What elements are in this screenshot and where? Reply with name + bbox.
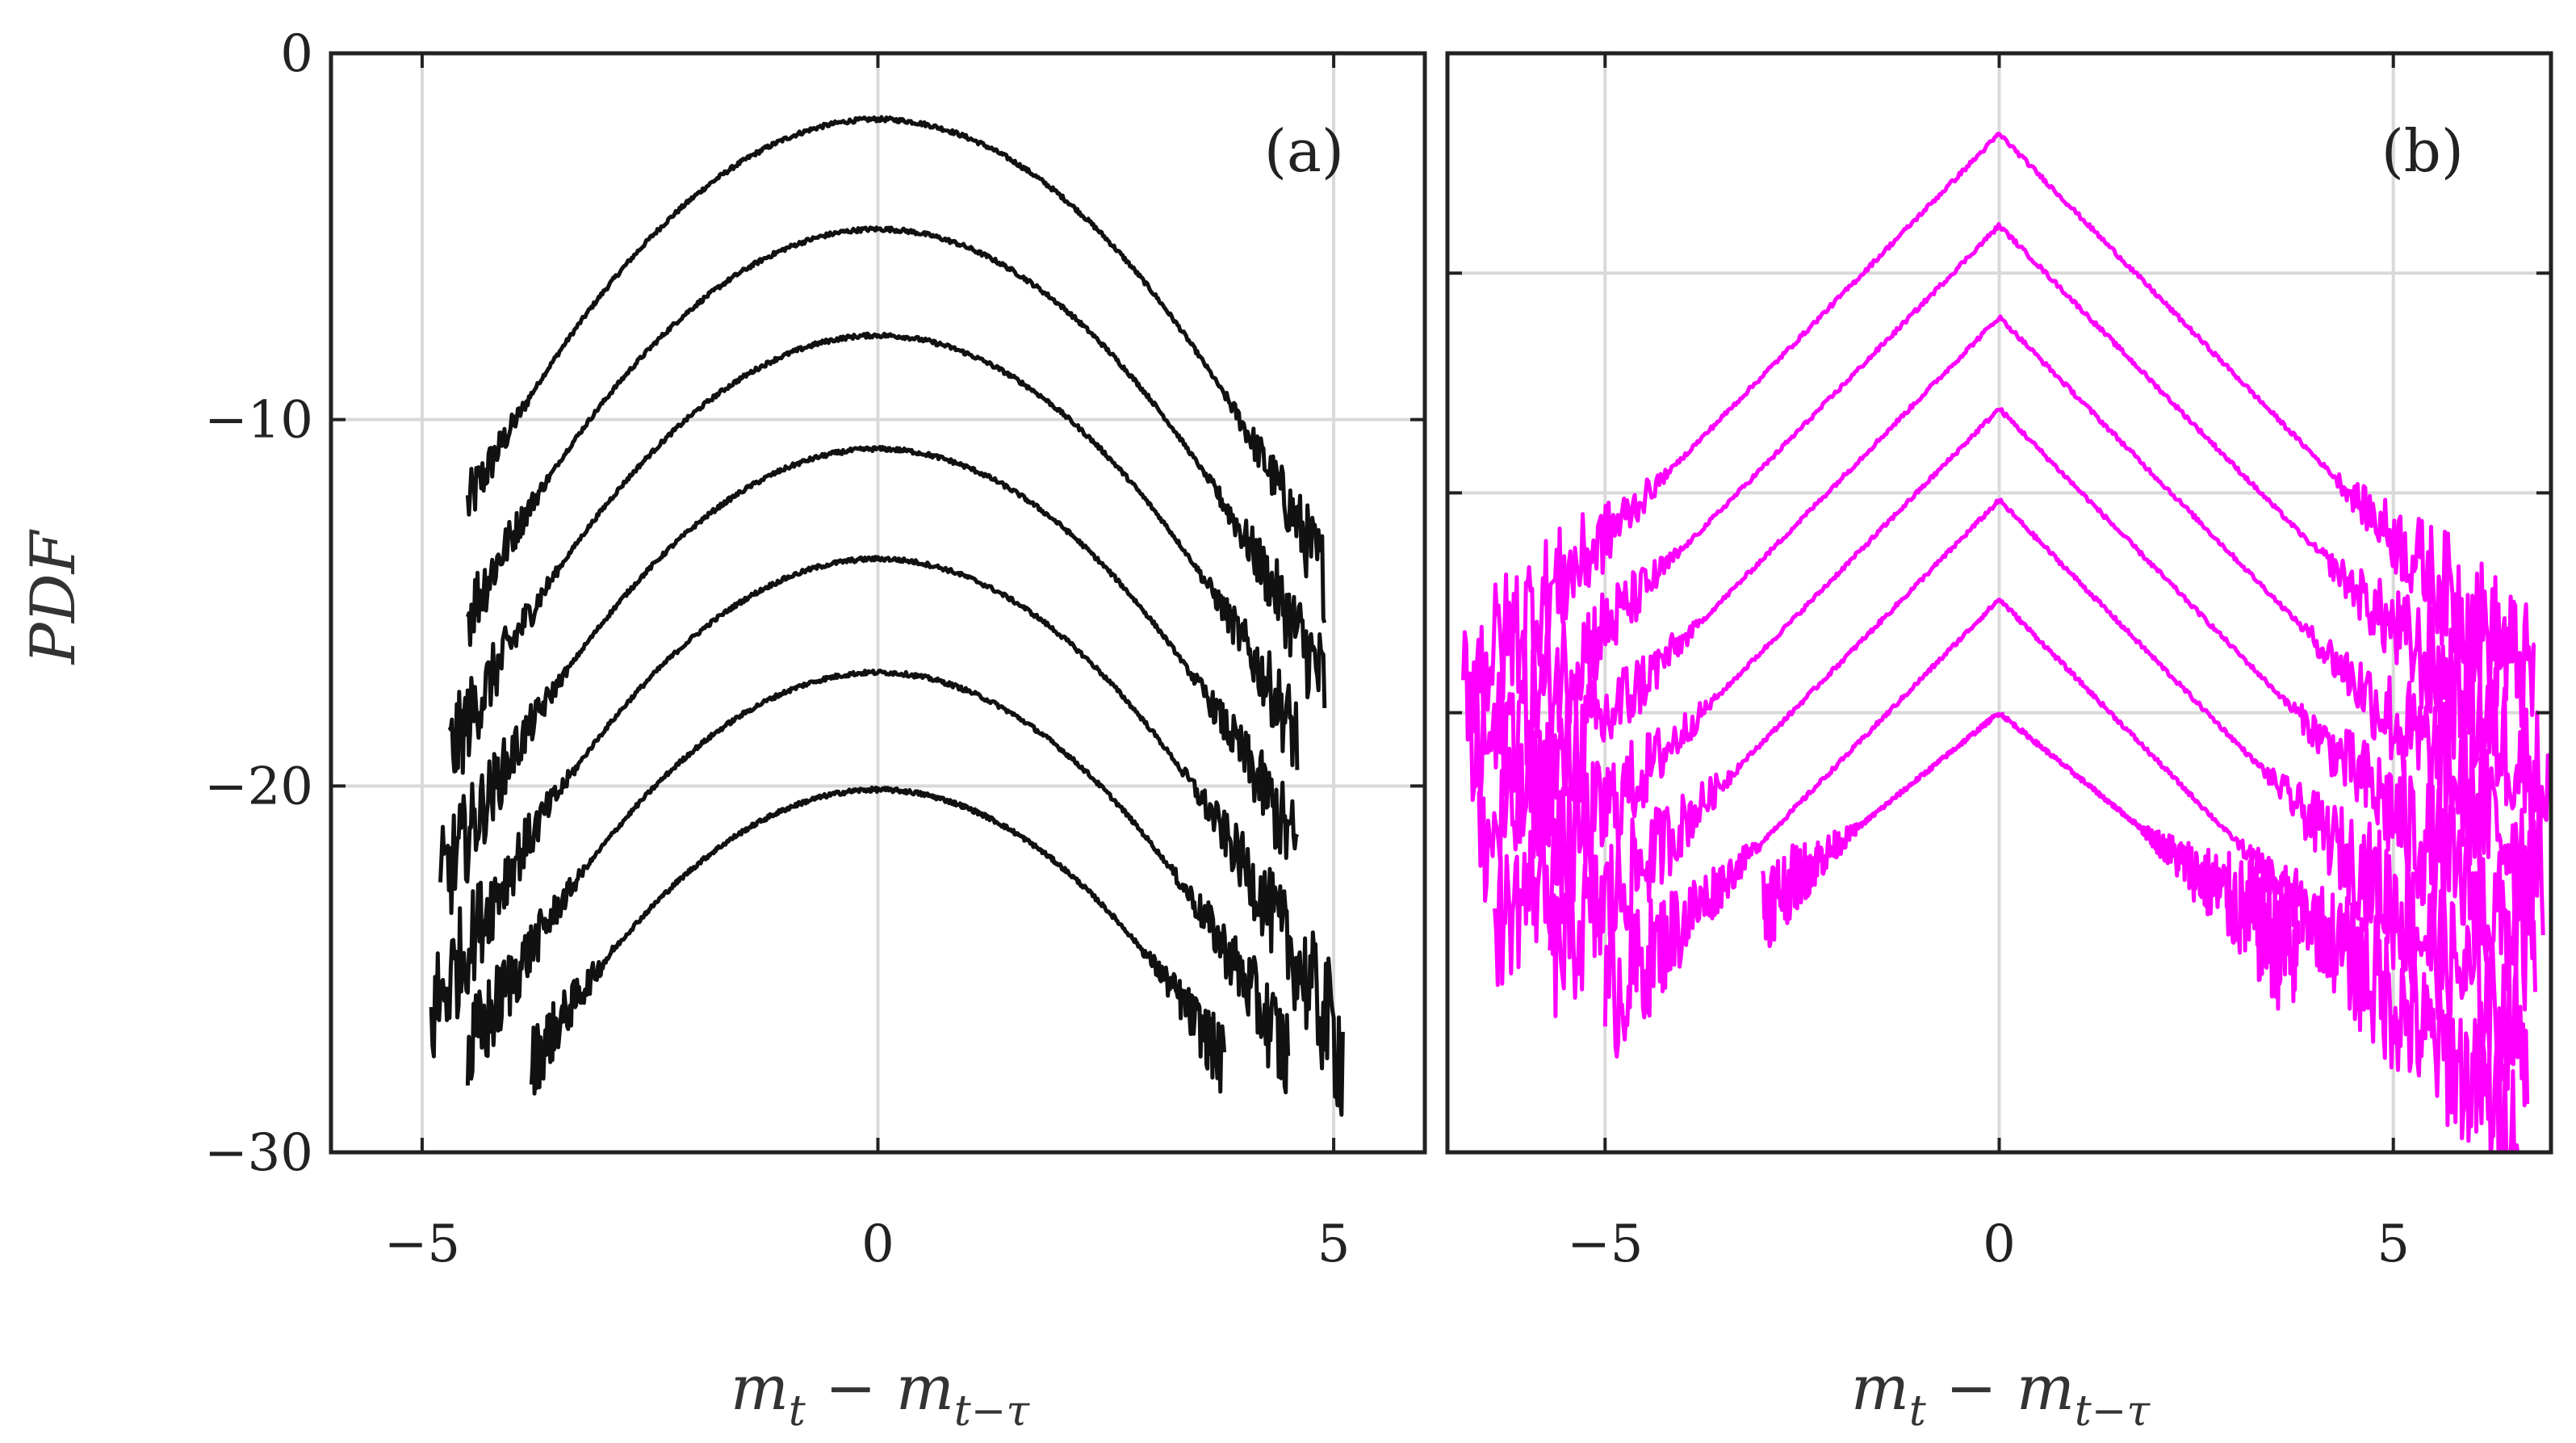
panel-b-series-6 (1602, 598, 2522, 1152)
x-tick-label: 0 (861, 1214, 894, 1274)
x-label-sub-1: t (789, 1387, 806, 1436)
panel-b-series-2 (1468, 222, 2551, 841)
panel-b: −5 0 5 (b) mt − mt−τ (1445, 51, 2553, 1436)
x-label-sub-2: t−τ (2075, 1387, 2151, 1436)
panel-a-series-6 (465, 669, 1291, 1095)
panel-b-x-axis-label: mt − mt−τ (1851, 1352, 2151, 1436)
panel-b-ticks: −5 0 5 (1447, 53, 2551, 1274)
panel-b-curves (1461, 132, 2551, 1152)
x-label-op: − (1926, 1352, 2017, 1424)
x-tick-label: 5 (1317, 1214, 1351, 1274)
panel-a-series-5 (429, 555, 1345, 1117)
y-tick-label: −10 (204, 391, 313, 451)
x-tick-label: −5 (384, 1214, 460, 1274)
panel-a-series-2 (466, 225, 1327, 708)
panel-b-series-1 (1461, 132, 2536, 742)
panel-b-label: (b) (2381, 117, 2464, 185)
x-tick-label: 0 (1983, 1214, 2016, 1274)
panel-a-series-4 (438, 444, 1300, 916)
x-label-main-1: m (1851, 1352, 1909, 1424)
panel-b-series-5 (1548, 497, 2530, 1108)
y-tick-label: 0 (280, 24, 313, 84)
panel-b-series-3 (1476, 314, 2545, 936)
x-label-sub-1: t (1909, 1387, 1926, 1436)
y-axis-label: PDF (17, 529, 89, 665)
panel-a-series-3 (447, 331, 1300, 775)
x-label-main-1: m (731, 1352, 789, 1424)
x-tick-label: 5 (2377, 1214, 2410, 1274)
x-tick-label: −5 (1567, 1214, 1643, 1274)
x-label-main-2: m (896, 1352, 954, 1424)
panel-a-curves (429, 115, 1345, 1117)
panel-a-label: (a) (1264, 117, 1344, 185)
panel-b-series-4 (1493, 407, 2537, 1012)
panel-a: −5 0 50−10−20−30 (a) mt − mt−τ (204, 24, 1427, 1436)
x-label-op: − (806, 1352, 896, 1424)
x-label-sub-2: t−τ (954, 1387, 1030, 1436)
panel-a-series-1 (465, 115, 1327, 623)
panel-a-x-axis-label: mt − mt−τ (731, 1352, 1031, 1436)
panel-a-ticks: −5 0 5 0 −10 −20 −30 (204, 24, 1425, 1274)
y-tick-label: −20 (204, 757, 313, 816)
x-label-main-2: m (2017, 1352, 2075, 1424)
y-tick-label: −30 (204, 1123, 313, 1183)
panel-a-series-7 (529, 785, 1227, 1096)
panel-b-series-7 (1761, 711, 2301, 1011)
